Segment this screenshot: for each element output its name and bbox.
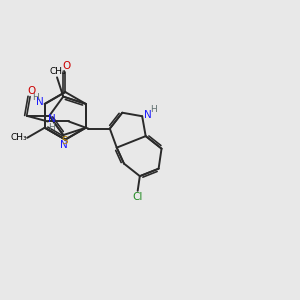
Text: O: O bbox=[62, 61, 70, 71]
Text: H: H bbox=[150, 105, 157, 114]
Text: N: N bbox=[47, 114, 55, 124]
Text: S: S bbox=[61, 136, 68, 146]
Text: CH₃: CH₃ bbox=[49, 67, 66, 76]
Text: O: O bbox=[28, 86, 36, 96]
Text: N: N bbox=[144, 110, 152, 120]
Text: N: N bbox=[60, 140, 68, 150]
Text: H: H bbox=[48, 123, 55, 132]
Text: Cl: Cl bbox=[133, 192, 143, 203]
Text: N: N bbox=[36, 98, 43, 107]
Text: CH₃: CH₃ bbox=[11, 133, 27, 142]
Text: H: H bbox=[32, 93, 39, 102]
